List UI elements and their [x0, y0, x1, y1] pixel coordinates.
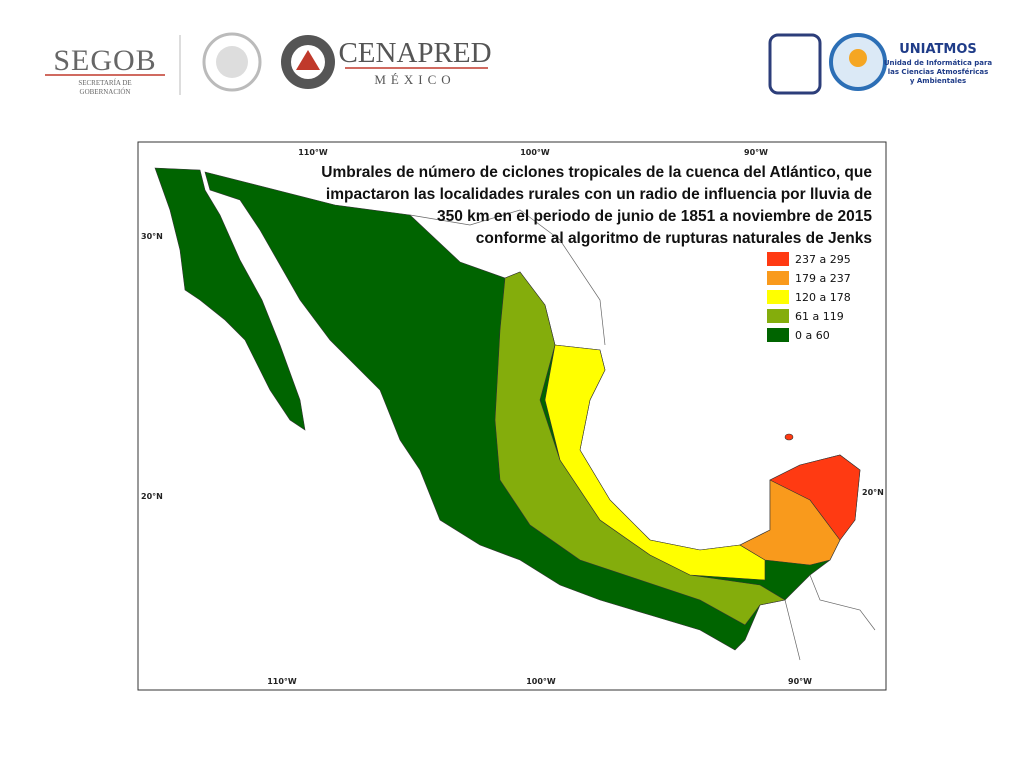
emblem [202, 32, 262, 92]
map-title: 350 km en el periodo de junio de 1851 a … [437, 208, 872, 225]
legend-swatch [767, 290, 789, 304]
border [784, 574, 876, 661]
lon-label: 110°W [298, 148, 328, 157]
border [409, 209, 606, 346]
uniatmos-line: y Ambientales [910, 77, 966, 85]
legend-label: 237 a 295 [795, 253, 851, 266]
cca-logo [849, 49, 867, 67]
segob-sub: GOBERNACIÓN [80, 88, 131, 96]
map-title: Umbrales de número de ciclones tropicale… [321, 164, 872, 181]
lon-label: 110°W [267, 677, 297, 686]
lon-label: 90°W [788, 677, 812, 686]
map-regions [154, 167, 861, 651]
uniatmos-line: las Ciencias Atmosféricas [888, 68, 989, 76]
lon-label: 90°W [744, 148, 768, 157]
uniatmos-line: Unidad de Informática para [884, 59, 993, 67]
legend-swatch [767, 252, 789, 266]
cenapred-sub: MÉXICO [374, 72, 455, 87]
map-title: conforme al algoritmo de rupturas natura… [476, 230, 872, 247]
lat-label: 30°N [141, 232, 163, 241]
lat-label: 20°N [141, 492, 163, 501]
cenapred-name: CENAPRED [338, 37, 491, 69]
emblem [216, 46, 248, 78]
legend-swatch [767, 328, 789, 342]
legend: 237 a 295 179 a 237 120 a 178 61 a 119 0 a 6… [767, 252, 851, 342]
lat-label: 20°N [862, 488, 884, 497]
segob-sub: SECRETARÍA DE [78, 79, 131, 87]
uniatmos-name: UNIATMOS [899, 42, 977, 57]
region [154, 167, 306, 431]
lon-label: 100°W [526, 677, 556, 686]
map-title: impactaron las localidades rurales con u… [326, 186, 872, 203]
lon-label: 100°W [520, 148, 550, 157]
legend-label: 179 a 237 [795, 272, 851, 285]
legend-label: 120 a 178 [795, 291, 851, 304]
segob-name: SEGOB [53, 44, 156, 77]
cenapred-logo [296, 50, 320, 70]
region [784, 433, 794, 441]
region [769, 454, 861, 541]
legend-label: 0 a 60 [795, 329, 830, 342]
legend-label: 61 a 119 [795, 310, 844, 323]
unam-logo [768, 33, 822, 95]
legend-swatch [767, 271, 789, 285]
legend-swatch [767, 309, 789, 323]
